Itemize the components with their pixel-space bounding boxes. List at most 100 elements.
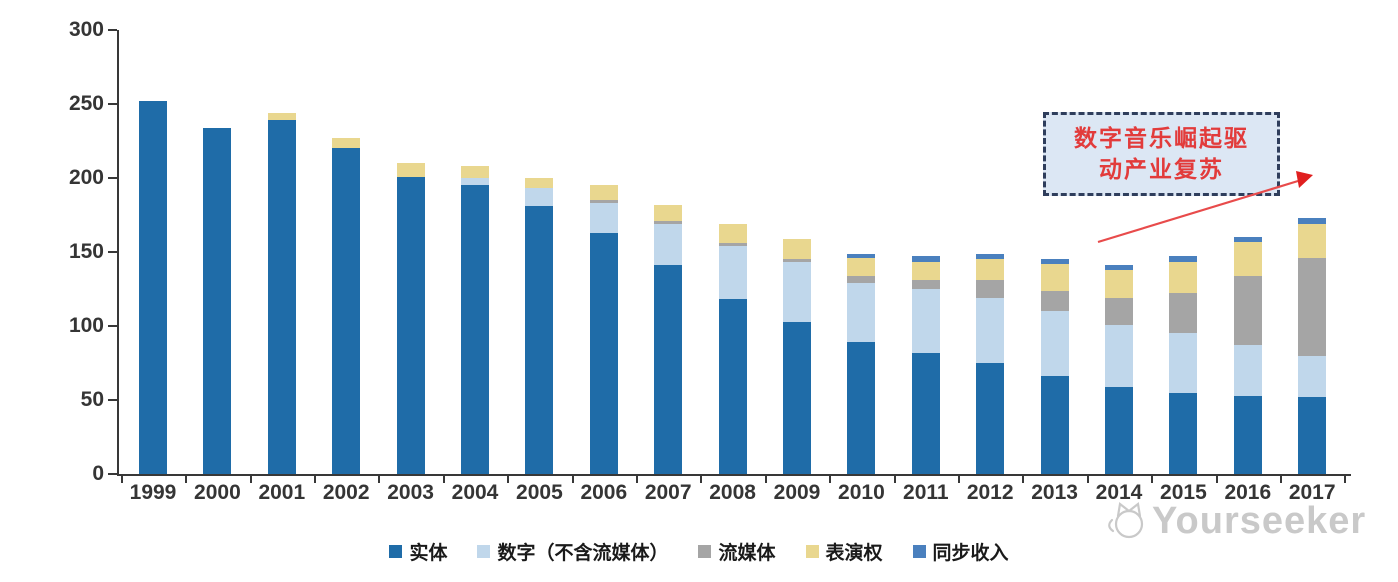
x-tick-label: 2001 xyxy=(258,481,306,504)
bar-segment-streaming xyxy=(589,200,618,204)
x-tick-label: 2003 xyxy=(387,481,434,504)
bar-segment-digital-excl-streaming xyxy=(654,223,683,266)
bar-segment-performance-rights xyxy=(525,178,554,189)
bar-segment-streaming xyxy=(654,220,683,224)
y-tick-mark xyxy=(108,29,117,31)
x-tick-mark xyxy=(958,476,960,483)
bar-segment-performance-rights xyxy=(1298,223,1327,258)
bar-segment-streaming xyxy=(1040,290,1069,312)
legend-label-streaming: 流媒体 xyxy=(718,543,776,564)
bar-segment-sync-revenue xyxy=(976,253,1005,260)
x-tick-mark xyxy=(571,476,574,483)
x-tick-label: 2009 xyxy=(773,481,821,504)
x-tick-mark xyxy=(378,476,381,483)
x-tick-mark xyxy=(1344,476,1347,483)
bar-segment-performance-rights xyxy=(911,262,940,281)
legend-label-physical: 实体 xyxy=(409,543,448,564)
bar-2000 xyxy=(203,127,232,474)
bar-segment-streaming xyxy=(911,280,940,290)
bar-2005 xyxy=(525,178,554,474)
x-tick-mark xyxy=(249,476,252,483)
x-tick-mark xyxy=(636,476,638,483)
legend-item-sync-revenue: 同步收入 xyxy=(912,538,1009,565)
legend-label-performance-rights: 表演权 xyxy=(825,543,883,564)
x-tick-mark xyxy=(893,476,896,483)
bar-segment-performance-rights xyxy=(267,112,296,121)
y-tick-label: 100 xyxy=(68,314,104,337)
bar-2017 xyxy=(1298,218,1327,474)
x-tick-label: 2006 xyxy=(580,481,628,504)
legend-item-performance-rights: 表演权 xyxy=(805,538,883,565)
annotation-text-line1: 数字音乐崛起驱 xyxy=(1074,126,1249,151)
x-tick-mark xyxy=(185,476,188,483)
legend-marker-digital-excl-streaming xyxy=(477,545,491,558)
annotation-box: 数字音乐崛起驱 动产业复苏 xyxy=(1043,112,1280,196)
x-tick-mark xyxy=(1280,476,1282,483)
x-tick-label: 2002 xyxy=(322,481,370,504)
legend-marker-physical xyxy=(389,545,403,558)
bar-segment-physical xyxy=(1169,392,1198,474)
legend-marker-sync-revenue xyxy=(912,545,926,558)
bar-segment-sync-revenue xyxy=(1298,218,1327,224)
x-tick-mark xyxy=(700,476,703,483)
bar-2014 xyxy=(1105,265,1133,474)
x-tick-mark xyxy=(1215,476,1218,483)
bar-segment-physical xyxy=(783,321,811,474)
bar-2007 xyxy=(654,204,683,474)
bar-1999 xyxy=(139,101,167,474)
bar-2001 xyxy=(267,112,296,474)
legend-item-streaming: 流媒体 xyxy=(698,538,776,565)
annotation-arrow xyxy=(1097,171,1313,244)
bar-segment-performance-rights xyxy=(1040,263,1069,291)
bar-segment-streaming xyxy=(976,280,1005,298)
y-tick-label: 200 xyxy=(68,166,104,189)
bar-segment-performance-rights xyxy=(718,223,747,244)
bar-segment-physical xyxy=(396,176,425,474)
bar-2004 xyxy=(461,166,489,474)
bar-segment-digital-excl-streaming xyxy=(911,289,940,353)
legend-marker-streaming xyxy=(698,545,712,558)
bar-2006 xyxy=(589,185,618,474)
bar-2013 xyxy=(1040,259,1069,474)
x-axis-line xyxy=(117,474,1351,476)
bar-segment-streaming xyxy=(1298,257,1327,356)
bar-segment-sync-revenue xyxy=(1040,259,1069,264)
x-tick-mark xyxy=(314,476,316,483)
bar-segment-digital-excl-streaming xyxy=(1298,355,1327,398)
y-tick-label: 300 xyxy=(68,18,104,41)
legend-label-sync-revenue: 同步收入 xyxy=(932,543,1009,564)
x-tick-label: 2012 xyxy=(966,481,1014,504)
x-tick-label: 2007 xyxy=(644,481,692,504)
bar-segment-sync-revenue xyxy=(847,253,876,258)
bar-segment-performance-rights xyxy=(396,163,425,177)
bar-segment-physical xyxy=(332,148,361,474)
bar-segment-physical xyxy=(718,299,747,474)
x-tick-mark xyxy=(442,476,445,483)
y-tick-mark xyxy=(108,399,117,401)
x-tick-label: 2015 xyxy=(1160,481,1207,504)
bar-segment-digital-excl-streaming xyxy=(718,246,747,300)
x-tick-mark xyxy=(120,476,123,483)
x-tick-mark xyxy=(1022,476,1025,483)
x-tick-mark xyxy=(1151,476,1154,483)
bar-segment-performance-rights xyxy=(589,185,618,201)
x-tick-label: 2005 xyxy=(516,481,563,504)
annotation-text-line2: 动产业复苏 xyxy=(1099,157,1224,182)
x-tick-label: 2010 xyxy=(838,481,885,504)
x-tick-mark xyxy=(1086,476,1089,483)
bar-segment-digital-excl-streaming xyxy=(1233,345,1262,396)
bar-segment-physical xyxy=(461,185,489,474)
bar-segment-streaming xyxy=(1105,297,1133,325)
x-tick-label: 2014 xyxy=(1095,481,1143,504)
bar-segment-performance-rights xyxy=(1233,241,1262,276)
x-tick-label: 2017 xyxy=(1288,481,1336,504)
x-tick-label: 2013 xyxy=(1031,481,1078,504)
bar-2015 xyxy=(1169,256,1198,474)
bar-segment-streaming xyxy=(1169,293,1198,334)
bar-segment-physical xyxy=(1298,397,1327,474)
y-tick-mark xyxy=(108,177,117,179)
bar-segment-physical xyxy=(139,101,167,474)
bar-segment-physical xyxy=(976,363,1005,474)
bar-segment-digital-excl-streaming xyxy=(783,262,811,322)
